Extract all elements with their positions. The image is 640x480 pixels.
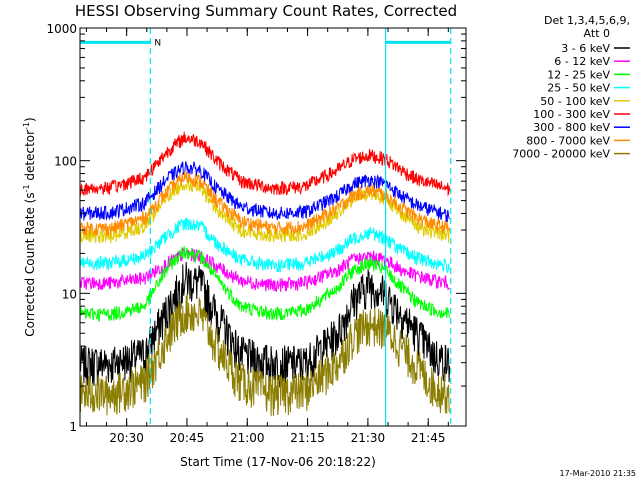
legend-label-0: 3 - 6 keV [561, 42, 610, 55]
x-axis-label: Start Time (17-Nov-06 20:18:22) [180, 455, 376, 469]
plot-frame [79, 27, 467, 427]
series-line-6 [79, 161, 451, 223]
x-axis-ticks: 20:30 20:45 21:00 21:15 21:30 21:45 [85, 28, 449, 445]
y-tick-label-0: 1 [69, 420, 77, 434]
series-line-0 [79, 261, 451, 388]
series-line-2 [79, 246, 451, 322]
series-line-1 [79, 248, 450, 293]
legend-label-8: 7000 - 20000 keV [512, 148, 610, 161]
legend-label-2: 12 - 25 keV [547, 68, 610, 81]
y-axis-label-sup2: -1 [22, 122, 31, 130]
x-tick-label-2: 21:00 [230, 431, 265, 445]
legend-label-1: 6 - 12 keV [554, 55, 610, 68]
series-line-3 [79, 217, 451, 273]
y-axis-label-mid: detector [23, 130, 37, 185]
series-layer [79, 131, 451, 417]
y-tick-label-3: 1000 [46, 22, 77, 36]
series-line-8 [79, 293, 451, 417]
chart-title: HESSI Observing Summary Count Rates, Cor… [75, 2, 457, 20]
x-tick-label-3: 21:15 [290, 431, 325, 445]
y-axis-label-main: Corrected Count Rate (s [23, 192, 37, 336]
annotation-layer: N [80, 28, 452, 426]
legend-label-7: 800 - 7000 keV [526, 134, 610, 147]
legend-label-3: 25 - 50 keV [547, 82, 610, 95]
footer-timestamp: 17-Mar-2010 21:35 [560, 469, 637, 478]
legend-header-2: Att 0 [584, 27, 610, 40]
y-tick-label-1: 10 [62, 287, 77, 301]
y-axis-label: Corrected Count Rate (s-1 detector-1) [22, 117, 37, 336]
y-axis-label-sup1: -1 [22, 184, 31, 192]
x-tick-label-4: 21:30 [351, 431, 386, 445]
x-tick-label-5: 21:45 [411, 431, 446, 445]
legend-label-6: 300 - 800 keV [533, 121, 610, 134]
y-axis-ticks: 1 10 100 1000 [46, 22, 466, 434]
legend-label-4: 50 - 100 keV [540, 95, 610, 108]
marker-label: N [154, 38, 161, 48]
y-axis-label-end: ) [23, 117, 37, 122]
legend-header-1: Det 1,3,4,5,6,9, [544, 14, 630, 27]
x-tick-label-1: 20:45 [170, 431, 205, 445]
legend-label-5: 100 - 300 keV [533, 108, 610, 121]
series-line-7 [79, 171, 451, 237]
series-line-5 [79, 131, 451, 197]
x-tick-label-0: 20:30 [109, 431, 144, 445]
y-tick-label-2: 100 [54, 155, 77, 169]
